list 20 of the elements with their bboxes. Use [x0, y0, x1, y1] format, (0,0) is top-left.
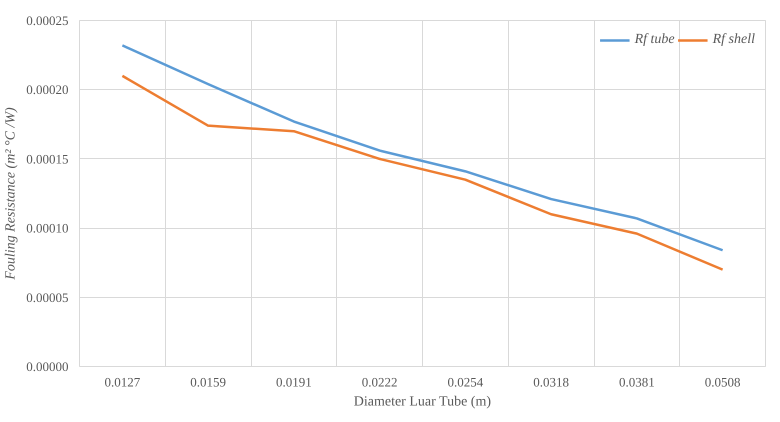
y-tick-label: 0.00010 — [26, 220, 68, 236]
x-tick-label: 0.0381 — [619, 374, 655, 390]
x-tick-label: 0.0222 — [362, 374, 398, 390]
x-tick-label: 0.0159 — [190, 374, 226, 390]
y-tick-label: 0.00020 — [26, 82, 68, 98]
x-tick-label: 0.0127 — [104, 374, 141, 390]
legend-label: Rf tube — [634, 32, 675, 48]
y-tick-label: 0.00005 — [26, 290, 68, 305]
legend-label: Rf shell — [712, 32, 755, 48]
line-series — [121, 74, 724, 271]
x-tick-label: 0.0508 — [704, 374, 740, 390]
x-axis-title: Diameter Luar Tube (m) — [354, 394, 492, 410]
y-tick-label: 0.00000 — [26, 359, 68, 374]
x-tick-label: 0.0254 — [448, 374, 484, 390]
line-series — [121, 44, 724, 252]
y-tick-label: 0.00025 — [26, 13, 68, 28]
x-tick-label: 0.0318 — [533, 374, 569, 390]
y-axis-title: Fouling Resistance (m² °C /W) — [3, 107, 18, 281]
y-tick-label: 0.00015 — [26, 151, 68, 166]
x-tick-label: 0.0191 — [276, 374, 312, 390]
